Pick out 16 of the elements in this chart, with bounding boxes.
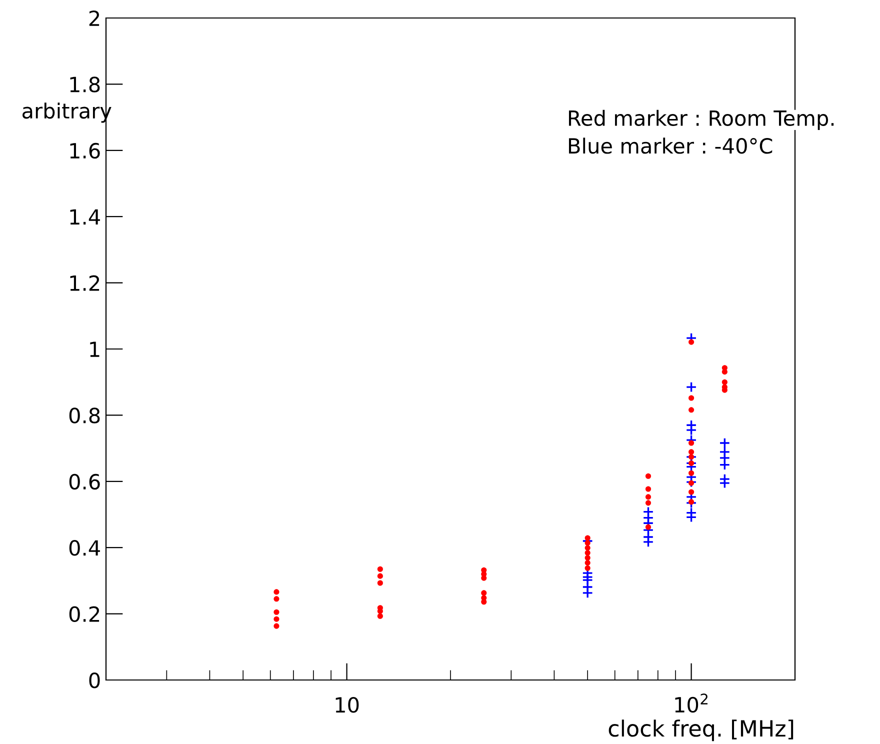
y-tick-label: 1.6 bbox=[70, 142, 100, 159]
x-tick-label: 10 bbox=[336, 697, 359, 713]
y-tick-label: 0.4 bbox=[69, 540, 100, 556]
x-tick-label: 10$^{2}$ bbox=[675, 694, 708, 713]
x-axis-title: clock freq. [MHz] bbox=[608, 720, 794, 742]
y-tick-label: 1.8 bbox=[70, 76, 100, 92]
annotation: Blue marker : -40°C bbox=[568, 138, 772, 154]
y-tick-label: 1 bbox=[90, 342, 100, 357]
y-tick-label: 0 bbox=[89, 672, 100, 688]
annotation: Red marker : Room Temp. bbox=[568, 110, 834, 130]
y-tick-label: 0.6 bbox=[69, 474, 100, 490]
y-tick-label: 1.2 bbox=[70, 275, 100, 291]
y-tick-label: 2 bbox=[89, 10, 100, 26]
y-tick-label: 0.8 bbox=[69, 408, 100, 424]
y-tick-label: 0.2 bbox=[69, 606, 100, 622]
y-tick-label: 1.4 bbox=[70, 209, 100, 225]
